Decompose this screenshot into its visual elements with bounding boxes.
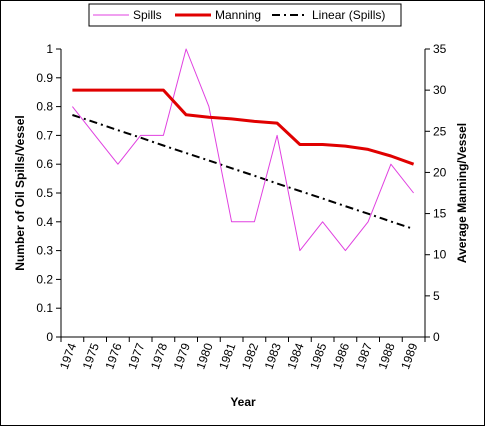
series-line-spills [72, 48, 414, 252]
y-left-tick-label: 0.1 [36, 301, 53, 315]
legend-label: Spills [133, 8, 162, 22]
x-axis-title: Year [230, 395, 256, 409]
y-right-tick-label: 0 [433, 330, 440, 344]
series-line-manning [72, 88, 415, 166]
legend-box [88, 3, 402, 27]
y-left-tick-label: 0.6 [36, 157, 53, 171]
y-left-tick-label: 0.8 [36, 100, 53, 114]
y-left-tick-label: 0.9 [36, 71, 53, 85]
y-left-tick-label: 0.4 [36, 215, 53, 229]
y-right-tick-label: 35 [433, 42, 447, 56]
y-axis-right-title: Average Manning/Vessel [455, 123, 469, 263]
y-left-tick-label: 0.7 [36, 128, 53, 142]
y-axis-left-title: Number of Oil Spills/Vessel [13, 115, 27, 270]
y-right-tick-label: 30 [433, 83, 447, 97]
y-left-tick-label: 0 [46, 330, 53, 344]
y-right-tick-label: 10 [433, 248, 447, 262]
y-left-tick-label: 0.3 [36, 244, 53, 258]
y-left-tick-label: 0.5 [36, 186, 53, 200]
y-right-tick-label: 25 [433, 124, 447, 138]
y-left-tick-label: 1 [46, 42, 53, 56]
y-right-tick-label: 5 [433, 289, 440, 303]
y-left-tick-label: 0.2 [36, 272, 53, 286]
legend-label: Manning [215, 8, 261, 22]
y-right-tick-label: 20 [433, 165, 447, 179]
series-line-linear-spills-trend [72, 114, 414, 230]
legend-label: Linear (Spills) [312, 8, 385, 22]
y-right-tick-label: 15 [433, 207, 447, 221]
